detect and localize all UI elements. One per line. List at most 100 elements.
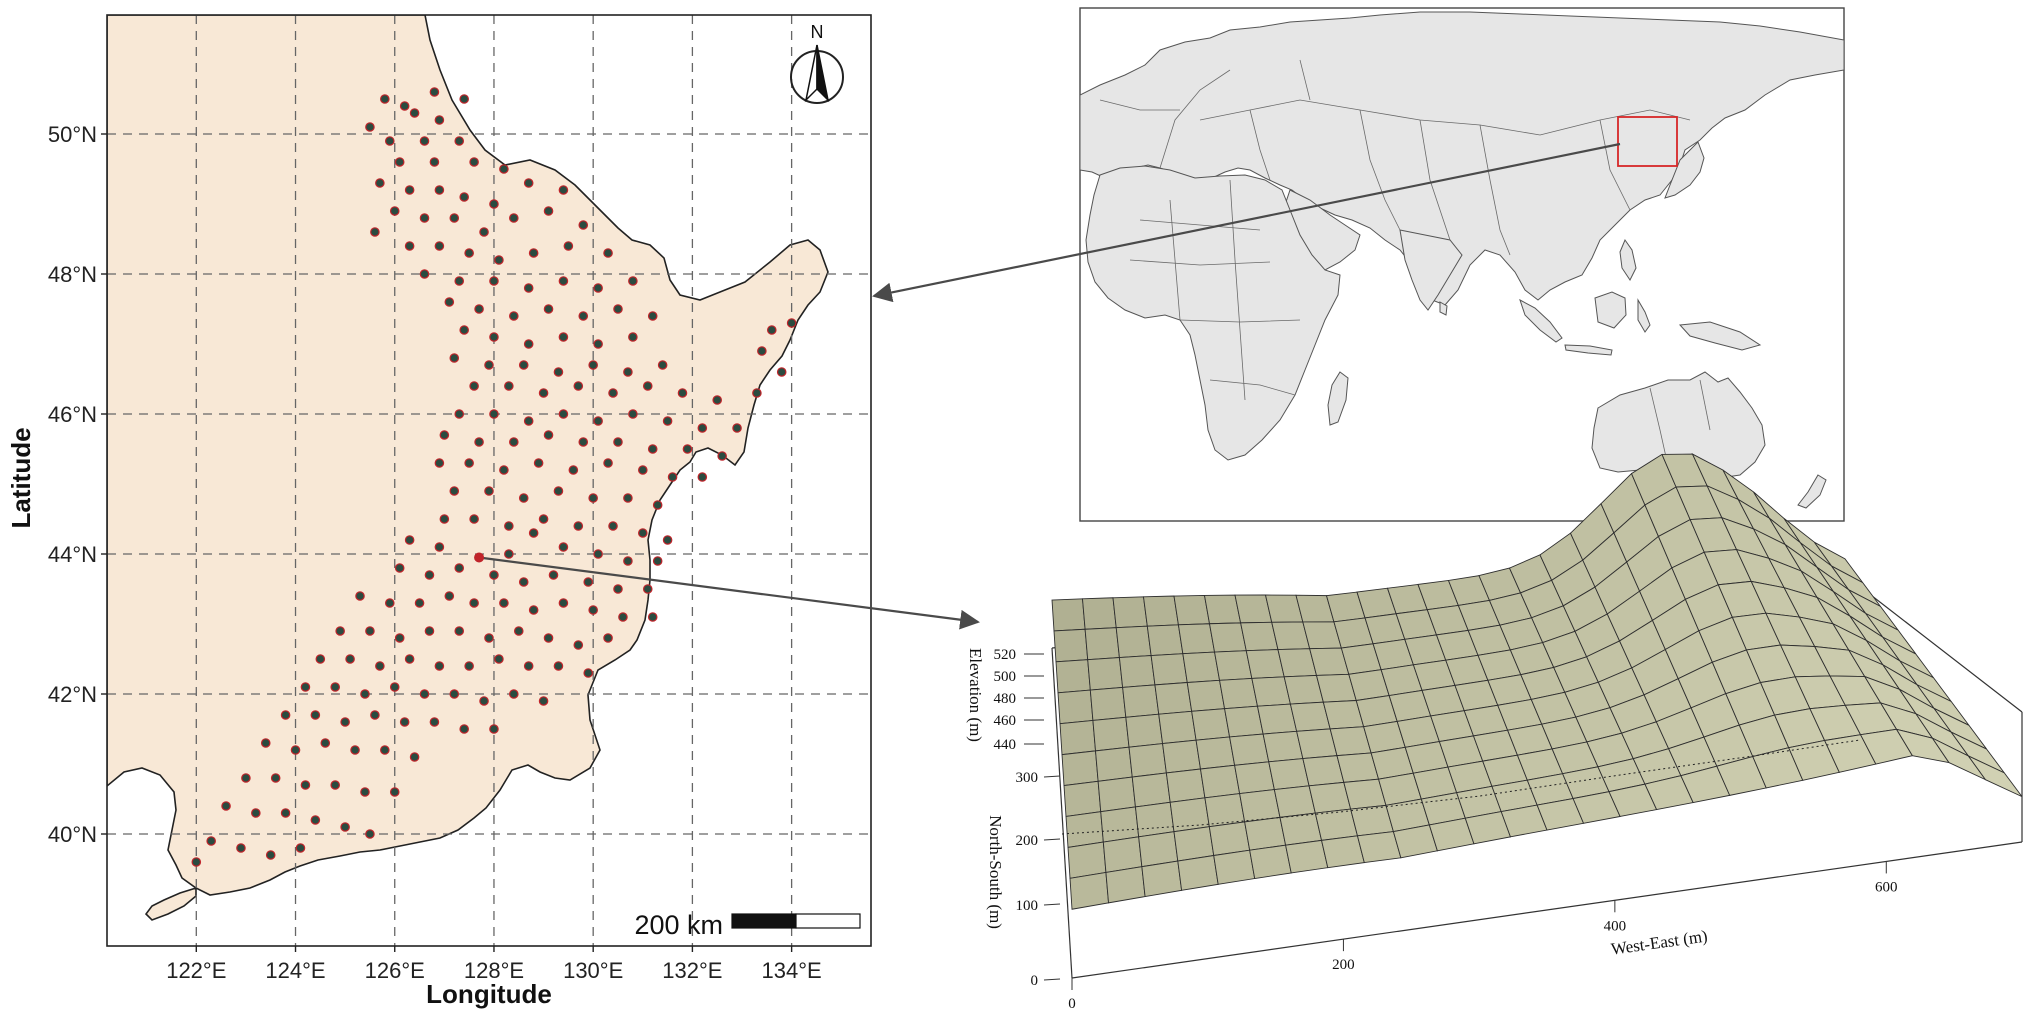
sample-site-point xyxy=(523,661,534,671)
north-south-tick xyxy=(1043,978,1061,981)
surface-cell xyxy=(1173,826,1215,862)
sample-site-point xyxy=(603,633,613,643)
sample-site-point xyxy=(310,815,321,825)
sample-site-point xyxy=(444,297,455,307)
sample-site-point xyxy=(330,682,341,692)
sample-site-point xyxy=(588,605,598,615)
sample-site-point xyxy=(568,465,579,475)
sample-site-point xyxy=(265,850,276,860)
sample-site-point xyxy=(370,710,380,720)
sample-site-point xyxy=(732,423,742,433)
surface-cell xyxy=(1213,849,1256,885)
sample-site-point xyxy=(434,661,445,671)
sample-site-point xyxy=(623,367,633,377)
surface-cell xyxy=(1053,628,1089,663)
surface-cell xyxy=(1262,730,1304,763)
sample-site-point xyxy=(429,717,440,727)
sample-site-point xyxy=(360,689,370,699)
sample-site-point xyxy=(662,535,673,545)
sample-site-point xyxy=(434,241,445,251)
sample-site-point xyxy=(389,682,400,692)
locator-world-map xyxy=(1079,7,1845,522)
sample-site-point xyxy=(499,598,509,608)
sample-site-point xyxy=(583,668,594,678)
sample-site-point xyxy=(593,339,603,349)
sample-site-point xyxy=(752,388,762,398)
sample-site-point xyxy=(523,283,534,293)
sample-site-point xyxy=(484,486,494,496)
surface-cell xyxy=(1244,816,1287,851)
surface-cell xyxy=(1065,811,1104,848)
sample-site-point xyxy=(345,654,355,664)
highlighted-site-marker xyxy=(474,552,485,563)
sample-site-point xyxy=(479,227,489,237)
sample-site-point xyxy=(637,465,648,475)
surface-cell xyxy=(1208,622,1247,653)
sample-site-point xyxy=(449,353,460,363)
philippines-islands xyxy=(1619,238,1637,281)
surface-cell xyxy=(1302,755,1345,787)
sample-site-point xyxy=(489,332,499,342)
sample-site-point xyxy=(642,381,653,391)
sample-site-point xyxy=(464,458,474,468)
sample-site-point xyxy=(647,612,658,622)
sulawesi-island xyxy=(1637,298,1651,333)
sample-site-point xyxy=(260,738,271,748)
sample-site-point xyxy=(538,514,549,524)
sample-site-point xyxy=(652,556,663,566)
sample-site-point xyxy=(543,304,554,314)
sample-site-point xyxy=(454,409,465,419)
scale-bar: 200 km xyxy=(634,910,861,940)
sample-site-point xyxy=(449,689,460,699)
sample-site-point xyxy=(563,241,574,251)
sample-site-point xyxy=(757,346,767,356)
longitude-tick-label: 122°E xyxy=(166,958,226,983)
west-east-tick-label: 600 xyxy=(1875,879,1898,895)
sample-site-point xyxy=(191,857,202,867)
japan-islands xyxy=(1664,141,1705,199)
longitude-tick-label: 126°E xyxy=(365,958,425,983)
surface-cell xyxy=(1150,653,1188,686)
sample-site-point xyxy=(518,493,529,503)
sample-site-point xyxy=(538,388,549,398)
north-south-tick-label: 200 xyxy=(1016,833,1039,849)
sample-site-point xyxy=(365,829,375,839)
sample-site-point xyxy=(375,178,385,188)
sample-site-point xyxy=(355,591,365,601)
sample-site-point xyxy=(697,423,708,433)
sample-site-point xyxy=(474,304,484,314)
sample-site-point xyxy=(464,248,474,258)
sample-site-point xyxy=(394,157,405,167)
sample-site-point xyxy=(717,451,727,461)
north-south-tick xyxy=(1043,775,1061,778)
sample-site-point xyxy=(776,367,787,377)
north-south-tick xyxy=(1043,838,1061,841)
surface-cell xyxy=(1966,754,2023,798)
longitude-tick-label: 128°E xyxy=(464,958,524,983)
surface-cell xyxy=(1051,598,1086,632)
sample-site-point xyxy=(543,633,554,643)
sample-site-point xyxy=(509,437,519,447)
surface-cell xyxy=(1146,624,1184,656)
sample-site-point xyxy=(523,339,534,349)
sample-site-point xyxy=(409,752,420,762)
surface-cell xyxy=(1224,705,1264,738)
surface-cell xyxy=(1191,708,1231,741)
west-east-tick-label: 400 xyxy=(1604,918,1627,934)
sample-site-point xyxy=(588,493,598,503)
surface-cell xyxy=(1214,650,1253,681)
surface-cell xyxy=(1182,651,1221,683)
surface-cell xyxy=(1105,866,1146,904)
sample-site-point xyxy=(573,640,584,650)
surface-cell xyxy=(1203,594,1242,625)
surface-cell xyxy=(1063,780,1102,817)
sample-site-point xyxy=(414,598,425,608)
sample-site-point xyxy=(682,444,693,454)
surface-cell xyxy=(1097,776,1136,813)
sample-site-point xyxy=(553,661,564,671)
surface-cell xyxy=(1320,835,1365,869)
terrain-3d-plot: 520 500 480 460 440 300 200 100 0 0 200 400 600 El… xyxy=(966,453,2023,1012)
sample-site-point xyxy=(603,248,613,258)
north-south-ticks: 300 200 100 0 xyxy=(1016,770,1061,989)
sample-site-point xyxy=(677,388,688,398)
